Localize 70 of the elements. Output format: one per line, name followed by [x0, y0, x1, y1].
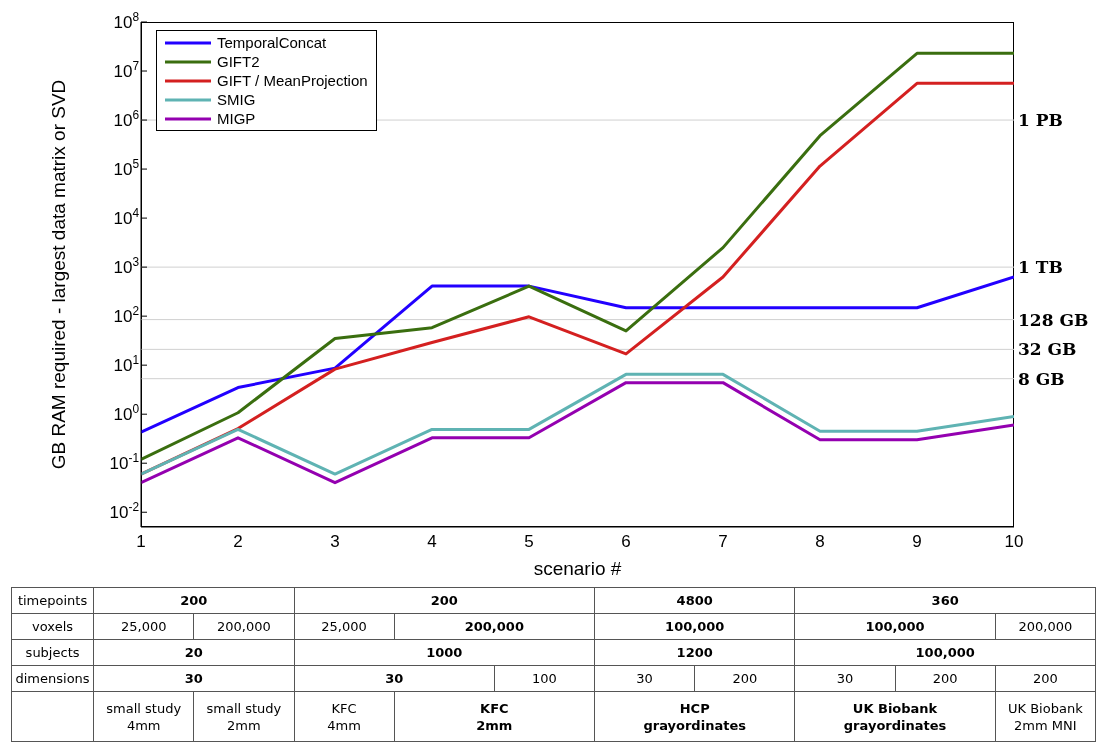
text: 200,000 — [193, 613, 294, 640]
text: dimensions — [11, 665, 94, 692]
text: KFC 4mm — [294, 691, 395, 742]
text: small study 4mm — [93, 691, 194, 742]
x-tick-label: 10 — [1004, 532, 1024, 552]
x-axis-title: scenario # — [533, 558, 622, 579]
y-tick-label: 10$^{4}$ — [113, 206, 140, 229]
x-tick-label: 9 — [912, 532, 922, 552]
text: 200,000 — [394, 613, 595, 640]
y-tick-label: 10$^{6}$ — [113, 108, 140, 131]
text: small study 2mm — [193, 691, 294, 742]
text: 360 — [794, 587, 1096, 614]
y-tick-label: 10$^{7}$ — [113, 59, 140, 82]
line-series — [141, 381, 1014, 485]
legend-label: GIFT2 — [217, 53, 260, 70]
text: 25,000 — [294, 613, 395, 640]
y-tick-label: 10$^{-1}$ — [109, 451, 140, 474]
legend-label: SMIG — [217, 91, 256, 108]
text: UK Biobank 2mm MNI — [995, 691, 1096, 742]
text: 100,000 — [794, 639, 1096, 666]
x-tick-label: 1 — [136, 532, 146, 552]
text: voxels — [11, 613, 94, 640]
text: 100,000 — [594, 613, 795, 640]
x-tick-label: 2 — [233, 532, 243, 552]
text: UK Biobank grayordinates — [794, 691, 996, 742]
y-tick-label: 10$^{3}$ — [113, 255, 140, 278]
x-tick-label: 6 — [621, 532, 631, 552]
ref-line-label: 32 GB — [1018, 339, 1077, 360]
text: 30 — [294, 665, 495, 692]
text: 25,000 — [93, 613, 194, 640]
text: 1200 — [594, 639, 795, 666]
text: 30 — [794, 665, 896, 692]
x-tick-label: 8 — [815, 532, 825, 552]
ref-line-label: 1 PB — [1018, 110, 1063, 131]
ref-line-label: 128 GB — [1018, 309, 1089, 330]
legend-label: MIGP — [217, 110, 256, 127]
legend-label: GIFT / MeanProjection — [217, 72, 368, 89]
text: HCP grayordinates — [594, 691, 795, 742]
text: 200 — [895, 665, 996, 692]
y-tick-label: 10$^{0}$ — [113, 402, 140, 425]
text: 30 — [93, 665, 294, 692]
text: 200,000 — [995, 613, 1096, 640]
text: 200 — [93, 587, 294, 614]
text: 20 — [93, 639, 294, 666]
text: 200 — [694, 665, 795, 692]
text: KFC 2mm — [394, 691, 595, 742]
y-tick-label: 10$^{5}$ — [113, 157, 140, 180]
text: 200 — [995, 665, 1096, 692]
y-axis-title: GB RAM required - largest data matrix or SVD — [47, 79, 69, 470]
text: 100 — [494, 665, 595, 692]
x-tick-label: 7 — [718, 532, 728, 552]
y-tick-label: 10$^{2}$ — [113, 304, 140, 327]
text: 200 — [294, 587, 595, 614]
text: timepoints — [11, 587, 94, 614]
line-series — [141, 372, 1014, 476]
legend-label: TemporalConcat — [217, 34, 327, 51]
ref-line-label: 8 GB — [1018, 368, 1065, 389]
text: 4800 — [594, 587, 795, 614]
y-tick-label: 10$^{1}$ — [113, 353, 140, 376]
text: subjects — [11, 639, 94, 666]
x-tick-label: 4 — [427, 532, 437, 552]
text: 30 — [594, 665, 695, 692]
line-series — [141, 275, 1014, 434]
ref-line-label: 1 TB — [1018, 257, 1063, 278]
text: 1000 — [294, 639, 595, 666]
x-tick-label: 5 — [524, 532, 534, 552]
y-tick-label: 10$^{-2}$ — [109, 500, 140, 523]
text: 100,000 — [794, 613, 996, 640]
y-tick-label: 10$^{8}$ — [113, 10, 140, 32]
x-tick-label: 3 — [330, 532, 340, 552]
